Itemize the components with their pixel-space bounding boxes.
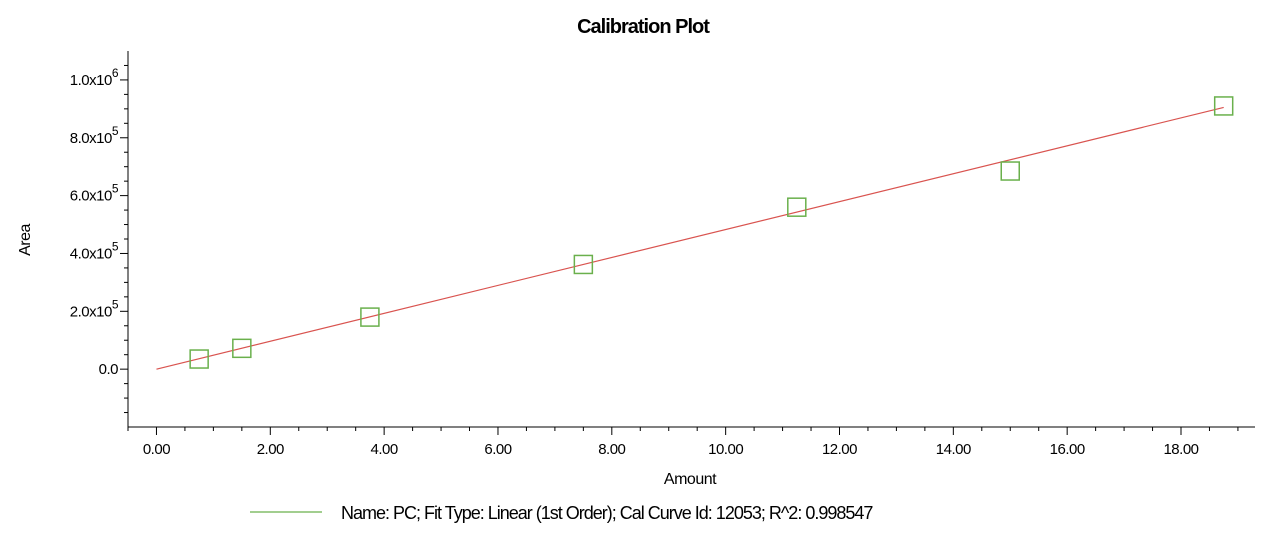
- y-tick-label: 0.0: [99, 361, 119, 378]
- data-point: [787, 197, 807, 217]
- y-tick-label: 8.0x105: [70, 124, 119, 147]
- x-tick-label: 10.00: [708, 441, 743, 458]
- y-tick-label: 6.0x105: [70, 182, 119, 205]
- x-tick-label: 14.00: [936, 441, 971, 458]
- y-tick-exponent: 5: [112, 297, 119, 311]
- y-tick-mantissa: 1.0x10: [70, 72, 112, 89]
- y-tick-label: 1.0x106: [70, 66, 119, 89]
- x-tick-label: 16.00: [1050, 441, 1085, 458]
- y-tick-exponent: 5: [112, 239, 119, 253]
- y-tick-mantissa: 2.0x10: [70, 303, 112, 320]
- data-point: [573, 254, 594, 275]
- x-tick-label: 6.00: [484, 441, 511, 458]
- x-tick-label: 12.00: [822, 441, 857, 458]
- data-point: [1000, 161, 1020, 181]
- y-tick-mantissa: 0.0: [99, 361, 119, 378]
- y-tick-exponent: 6: [112, 66, 119, 80]
- fit-line-group: [156, 106, 1224, 370]
- data-point: [360, 307, 380, 327]
- fit-line: [156, 106, 1224, 370]
- chart-title: Calibration Plot: [577, 16, 710, 38]
- data-points: [189, 96, 1234, 369]
- y-tick-exponent: 5: [112, 124, 119, 138]
- legend: Name: PC; Fit Type: Linear (1st Order); …: [250, 503, 874, 523]
- data-point: [232, 338, 252, 359]
- y-tick-exponent: 5: [112, 182, 119, 196]
- y-tick-label: 2.0x105: [70, 297, 119, 320]
- y-axis-label: Area: [17, 224, 34, 256]
- y-tick-mantissa: 4.0x10: [70, 245, 112, 262]
- x-axis-label: Amount: [664, 471, 717, 488]
- x-tick-label: 4.00: [371, 441, 398, 458]
- legend-text: Name: PC; Fit Type: Linear (1st Order); …: [341, 503, 873, 523]
- x-tick-label: 0.00: [143, 441, 170, 458]
- x-axis: 0.00 2.00 4.00 6.00 8.00 10.00 12.00 14.00 16.00…: [127, 426, 1255, 458]
- x-tick-label: 8.00: [598, 441, 625, 458]
- data-point: [189, 349, 209, 369]
- x-tick-label: 18.00: [1163, 441, 1198, 458]
- y-tick-mantissa: 8.0x10: [70, 130, 112, 147]
- data-point: [1213, 96, 1234, 116]
- y-tick-mantissa: 6.0x10: [70, 188, 112, 205]
- x-tick-label: 2.00: [257, 441, 284, 458]
- y-tick-label: 4.0x105: [70, 239, 119, 262]
